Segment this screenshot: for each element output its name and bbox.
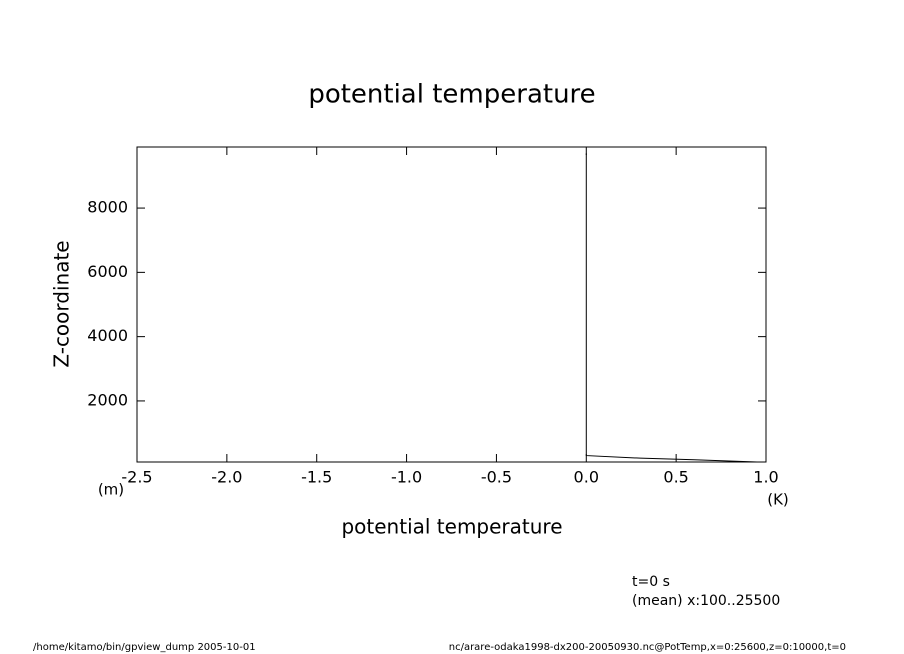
x-tick-label: 0.0: [574, 468, 599, 487]
x-tick-label: 0.5: [663, 468, 688, 487]
y-tick-label: 6000: [87, 262, 128, 281]
chart-title: potential temperature: [308, 80, 595, 110]
x-tick-label: -0.5: [481, 468, 512, 487]
y-unit: (m): [98, 481, 124, 499]
x-tick-label: -1.5: [301, 468, 332, 487]
profile-line: [585, 153, 758, 463]
x-tick-label: -2.0: [211, 468, 242, 487]
y-axis-label: Z-coordinate: [50, 240, 74, 367]
x-tick-label: -1.0: [391, 468, 422, 487]
x-axis-label: potential temperature: [341, 515, 562, 539]
y-tick-label: 8000: [87, 198, 128, 217]
footer: /home/kitamo/bin/gpview_dump 2005-10-01: [33, 642, 256, 653]
y-tick-label: 4000: [87, 326, 128, 345]
x-tick-label: 1.0: [753, 468, 778, 487]
x-unit: (K): [767, 491, 789, 509]
annotation: (mean) x:100..25500: [632, 593, 780, 609]
plot-frame: [136, 146, 767, 463]
annotation: t=0 s: [632, 574, 670, 590]
footer: nc/arare-odaka1998-dx200-20050930.nc@Pot…: [449, 642, 846, 653]
x-tick-label: -2.5: [121, 468, 152, 487]
y-tick-label: 2000: [87, 390, 128, 409]
